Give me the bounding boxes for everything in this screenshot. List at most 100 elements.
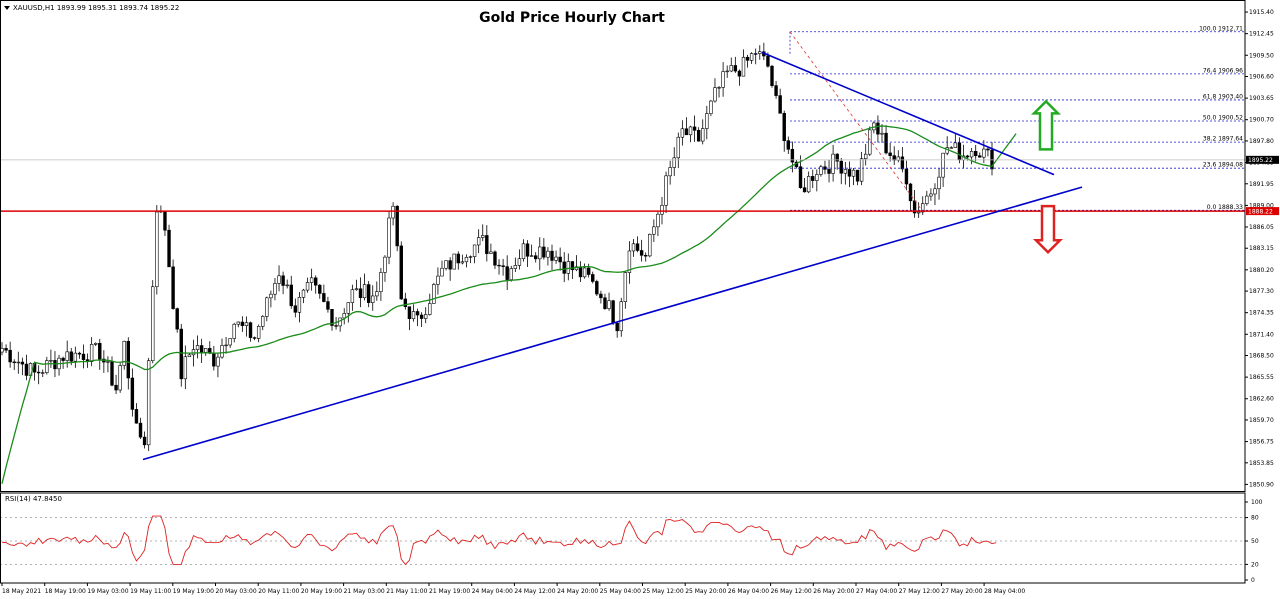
candle-body xyxy=(497,264,501,267)
candle-body xyxy=(481,235,485,238)
candle-body xyxy=(529,255,534,257)
candle-body xyxy=(652,226,656,235)
candle-body xyxy=(391,205,395,219)
x-tick-label: 19 May 03:00 xyxy=(87,588,128,595)
candle-body xyxy=(216,356,220,367)
candle-body xyxy=(900,156,905,170)
candle-body xyxy=(77,352,82,355)
candle-body xyxy=(705,113,709,129)
candle-body xyxy=(680,128,685,138)
candle-body xyxy=(542,246,546,258)
x-tick-label: 28 May 04:00 xyxy=(984,588,1025,595)
y-tick-label: 1906.60 xyxy=(1249,74,1274,81)
candle-body xyxy=(538,246,542,260)
candle-body xyxy=(98,343,102,360)
rsi-panel-frame xyxy=(0,492,1246,584)
candle-body xyxy=(354,288,359,291)
candle-body xyxy=(65,351,69,361)
down-arrow-icon xyxy=(1032,204,1064,255)
candle-body xyxy=(953,142,958,148)
x-tick-label: 19 May 11:00 xyxy=(130,588,171,595)
x-tick-label: 25 May 12:00 xyxy=(643,588,684,595)
candle-body xyxy=(346,302,350,314)
candle-body xyxy=(350,289,355,303)
candle-body xyxy=(627,250,632,273)
candle-body xyxy=(134,409,139,424)
candle-body xyxy=(754,53,758,55)
candle-body xyxy=(562,261,566,274)
candle-body xyxy=(855,169,860,182)
x-tick-label: 26 May 12:00 xyxy=(771,588,812,595)
y-tick-label: 1900.70 xyxy=(1249,117,1274,124)
rsi-tick-label: 100 xyxy=(1251,499,1263,506)
candle-body xyxy=(20,361,25,365)
candle-body xyxy=(603,297,607,309)
symbol-header: XAUUSD,H1 1893.99 1895.31 1893.74 1895.2… xyxy=(4,4,179,12)
candle-body xyxy=(892,155,896,161)
x-tick-label: 25 May 04:00 xyxy=(600,588,641,595)
candle-body xyxy=(269,293,273,299)
candle-body xyxy=(362,284,367,299)
candle-body xyxy=(949,147,953,149)
y-tick-label: 1859.70 xyxy=(1249,417,1274,424)
candle-body xyxy=(835,153,839,162)
candle-body xyxy=(106,361,110,363)
candle-body xyxy=(725,70,729,73)
candle-body xyxy=(493,251,497,266)
candle-body xyxy=(322,293,326,302)
candle-body xyxy=(859,158,864,182)
candle-body xyxy=(591,274,595,282)
candle-body xyxy=(717,87,721,89)
candle-body xyxy=(505,266,509,280)
candle-body xyxy=(916,211,921,214)
candle-body xyxy=(285,284,289,287)
fib-level-label: 76.4 1906.96 xyxy=(1203,67,1243,74)
candle-body xyxy=(155,211,159,288)
candle-body xyxy=(12,361,16,364)
candle-body xyxy=(623,272,628,302)
x-tick-label: 20 May 11:00 xyxy=(258,588,299,595)
candle-body xyxy=(407,306,412,320)
candle-body xyxy=(61,357,65,361)
y-tick-label: 1915.40 xyxy=(1249,9,1274,16)
candle-body xyxy=(957,142,962,161)
candle-body xyxy=(656,213,660,228)
candle-body xyxy=(224,344,228,347)
candle-body xyxy=(733,65,738,72)
candle-body xyxy=(599,293,603,299)
candle-body xyxy=(607,300,611,309)
y-tick-label: 1891.95 xyxy=(1249,181,1274,188)
candle-body xyxy=(639,250,644,256)
fib-level-label: 50.0 1900.52 xyxy=(1203,115,1243,122)
y-tick-label: 1865.55 xyxy=(1249,374,1274,381)
candle-body xyxy=(432,284,436,304)
candle-body xyxy=(766,55,770,67)
candle-body xyxy=(94,343,98,345)
candle-body xyxy=(969,151,974,158)
candle-body xyxy=(802,187,807,193)
candle-body xyxy=(236,321,240,325)
candle-body xyxy=(415,311,420,316)
candle-body xyxy=(941,152,945,178)
x-tick-label: 25 May 20:00 xyxy=(685,588,726,595)
price-panel-frame xyxy=(0,0,1246,492)
y-tick-label: 1862.60 xyxy=(1249,396,1274,403)
candle-body xyxy=(326,301,330,310)
candle-body xyxy=(701,128,705,142)
candle-body xyxy=(114,384,118,391)
candle-body xyxy=(615,322,619,332)
x-tick-label: 21 May 19:00 xyxy=(429,588,470,595)
candle-body xyxy=(921,203,925,213)
candle-body xyxy=(183,356,188,380)
y-tick-label: 1880.20 xyxy=(1249,267,1274,274)
dropdown-triangle-icon[interactable] xyxy=(4,6,10,10)
moving-average-line xyxy=(1,125,1017,484)
y-tick-label: 1903.65 xyxy=(1249,95,1274,102)
candle-body xyxy=(256,326,261,339)
candle-body xyxy=(191,349,196,356)
y-tick-label: 1871.40 xyxy=(1249,331,1274,338)
rsi-tick-label: 20 xyxy=(1251,561,1259,568)
candle-body xyxy=(619,301,623,332)
candle-body xyxy=(358,288,363,299)
candle-body xyxy=(668,167,672,177)
